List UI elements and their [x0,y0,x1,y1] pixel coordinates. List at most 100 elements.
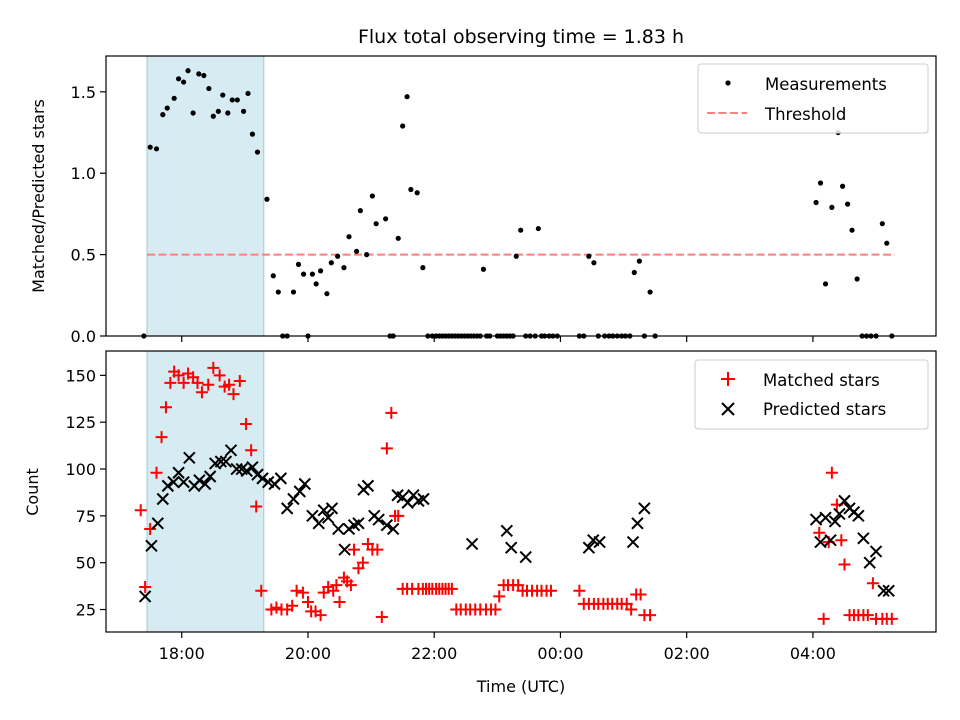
predicted-star-point [819,511,832,524]
predicted-star-point [156,492,170,506]
predicted-star-point [219,455,233,468]
matched-star-point [296,586,309,599]
predicted-star-point [386,522,400,536]
measurement-point [164,105,170,111]
y-tick-label: 0.0 [71,327,96,346]
predicted-star-point [401,496,414,509]
predicted-star-point [298,477,312,491]
predicted-star-point [863,556,876,569]
top-legend: Measurements Threshold [697,63,929,134]
matched-star-point [330,579,343,592]
predicted-star-point [161,479,175,493]
measurement-point [201,72,207,79]
matched-star-point [202,378,215,391]
predicted-star-point [626,535,640,549]
measurement-point [249,131,256,137]
predicted-star-point [203,470,217,483]
y-tick-label: 75 [76,507,96,526]
y-tick-label: 0.5 [71,246,96,265]
y-tick-label: 25 [76,601,96,620]
measurement-point [849,227,855,233]
measurement-point [171,95,177,101]
x-axis-label: Time (UTC) [476,677,565,696]
predicted-star-point [325,502,339,515]
measurement-point [591,260,597,266]
matched-star-point [139,581,152,594]
measurement-point [813,199,819,206]
measurement-point [229,97,235,103]
predicted-star-point [230,462,243,476]
predicted-star-point [519,550,532,564]
matched-star-point [825,466,838,479]
predicted-star-point [638,502,651,515]
y-tick-label: 100 [65,460,96,479]
legend-measurements-label: Measurements [765,75,887,94]
matched-star-point [159,401,172,414]
measurement-point [357,208,363,214]
matched-star-point [813,526,826,539]
predicted-star-point [852,509,865,523]
measurement-point [181,79,187,85]
measurement-point [185,68,191,74]
predicted-stars-points [138,444,895,603]
y-tick-label: 1.5 [71,83,96,102]
matched-stars-points [134,361,898,625]
measurement-point [309,271,315,277]
matched-star-point [164,376,177,389]
measurement-point [404,94,410,100]
predicted-star-point [809,513,823,526]
measurement-point [586,253,592,259]
measurement-point [290,289,297,295]
matched-star-point [301,596,314,609]
measurement-point [335,253,341,259]
top-y-ticks: 0.0 0.5 1.0 1.5 [71,83,106,346]
bottom-x-ticks: 18:00 20:00 22:00 00:00 02:00 04:00 [159,632,836,663]
x-tick-label: 18:00 [159,644,205,663]
measurement-point [513,253,519,259]
measurement-point [210,113,216,119]
matched-star-point [356,556,369,569]
predicted-star-point [500,524,514,538]
predicted-star-point [280,502,294,515]
top-legend-box [697,63,929,134]
measurement-point [328,260,334,266]
matched-star-point [866,577,879,590]
matched-star-point [150,466,163,479]
predicted-star-point [833,507,846,521]
predicted-star-point [338,543,351,556]
bottom-y-axis-label: Count [23,468,42,516]
matched-star-point [573,584,586,597]
x-tick-label: 20:00 [285,644,331,663]
top-x-ticks [181,336,814,342]
predicted-star-point [138,590,152,603]
measurement-point [854,276,860,282]
measurement-point [408,186,414,193]
measurement-point [147,144,153,150]
measurement-point [300,271,307,277]
predicted-star-point [177,475,190,489]
measurement-point [341,265,347,271]
measurement-point [206,85,212,92]
predicted-star-point [465,537,479,551]
legend-measurements-marker [725,80,731,86]
measurement-point [215,108,221,114]
measurement-point [400,123,406,129]
matched-star-point [213,369,226,382]
matched-star-point [838,558,851,571]
predicted-star-point [828,515,842,528]
matched-star-point [286,599,299,612]
predicted-star-point [838,494,851,508]
predicted-star-point [167,475,180,489]
matched-star-point [270,601,283,614]
measurement-point [254,149,261,155]
top-axes-frame [105,55,937,337]
x-tick-label: 04:00 [790,644,836,663]
measurement-point [240,108,247,114]
measurement-point [324,291,330,297]
measurement-point [270,273,276,279]
matched-star-point [250,500,263,513]
predicted-star-point [352,517,365,530]
matched-star-point [290,584,303,597]
measurement-point [234,97,240,103]
